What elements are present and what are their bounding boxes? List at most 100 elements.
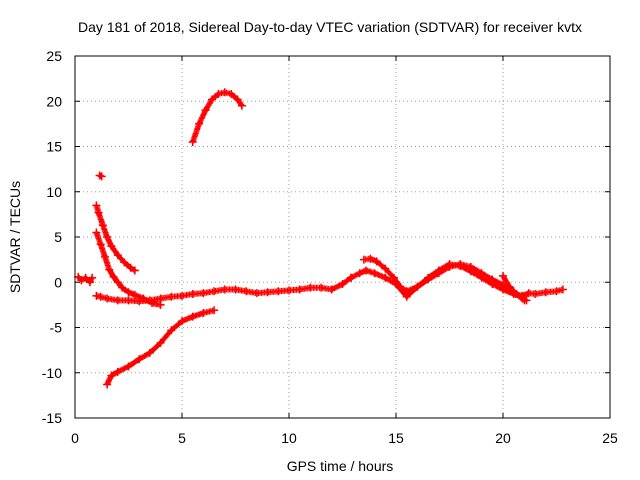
data-point bbox=[499, 285, 507, 294]
data-point bbox=[372, 257, 381, 266]
data-point bbox=[522, 296, 531, 305]
y-tick-label: -5 bbox=[50, 320, 63, 336]
data-point bbox=[135, 355, 144, 364]
data-point bbox=[381, 264, 390, 273]
data-point bbox=[370, 269, 379, 278]
data-point bbox=[113, 367, 122, 376]
data-point bbox=[113, 251, 122, 260]
data-point bbox=[109, 272, 118, 281]
data-point bbox=[107, 242, 116, 251]
data-point bbox=[295, 285, 304, 294]
data-point bbox=[188, 290, 197, 299]
marker-trace bbox=[189, 89, 245, 145]
data-point bbox=[434, 266, 443, 275]
data-point bbox=[445, 260, 454, 269]
data-point bbox=[524, 289, 533, 298]
data-series-arc-3 bbox=[92, 228, 165, 309]
data-point bbox=[362, 266, 371, 275]
data-point bbox=[413, 282, 422, 291]
data-point bbox=[199, 309, 208, 318]
data-point bbox=[237, 101, 246, 110]
data-point bbox=[210, 306, 219, 315]
data-point bbox=[124, 288, 133, 297]
data-point bbox=[242, 287, 251, 296]
y-tick-label: 10 bbox=[46, 184, 62, 200]
data-point bbox=[107, 371, 116, 380]
grid bbox=[75, 56, 610, 418]
x-tick-label: 15 bbox=[388, 430, 404, 446]
data-point bbox=[381, 273, 390, 282]
data-point bbox=[103, 294, 112, 303]
data-point bbox=[531, 290, 540, 299]
data-point bbox=[88, 273, 97, 282]
data-point bbox=[167, 326, 176, 335]
data-point bbox=[145, 348, 154, 357]
data-point bbox=[252, 289, 261, 298]
data-point bbox=[113, 296, 122, 305]
y-tick-label: -15 bbox=[42, 410, 62, 426]
data-points bbox=[74, 88, 567, 389]
data-point bbox=[178, 291, 186, 300]
chart-title: Day 181 of 2018, Sidereal Day-to-day VTE… bbox=[78, 19, 582, 35]
data-point bbox=[366, 254, 375, 263]
data-point bbox=[113, 278, 122, 287]
data-point bbox=[285, 286, 293, 295]
data-point bbox=[488, 280, 497, 289]
data-point bbox=[338, 280, 347, 289]
data-point bbox=[188, 137, 197, 146]
data-point bbox=[231, 285, 240, 294]
data-point bbox=[105, 265, 114, 274]
data-point bbox=[558, 285, 567, 294]
data-point bbox=[227, 90, 236, 99]
data-series-arc-7 bbox=[188, 88, 246, 146]
data-series-arc-2 bbox=[92, 273, 356, 306]
data-point bbox=[199, 289, 208, 298]
data-point bbox=[201, 106, 210, 115]
data-series-arc-10 bbox=[499, 271, 531, 305]
data-point bbox=[77, 276, 86, 285]
data-point bbox=[195, 119, 204, 128]
data-point bbox=[148, 299, 157, 308]
x-axis-label: GPS time / hours bbox=[287, 458, 394, 474]
x-tick-label: 10 bbox=[281, 430, 297, 446]
data-point bbox=[96, 240, 105, 249]
data-series-arc-1 bbox=[74, 272, 97, 287]
data-series-arc-5 bbox=[95, 171, 106, 181]
data-point bbox=[456, 261, 465, 270]
axis-ticks: 0 5 10 15 20 25 -15 -10 -5 0 5 10 15 20 25 bbox=[42, 48, 618, 446]
data-point bbox=[167, 292, 176, 301]
data-point bbox=[96, 292, 105, 301]
data-point bbox=[124, 296, 133, 305]
data-point bbox=[126, 263, 135, 272]
data-point bbox=[92, 228, 101, 237]
data-point bbox=[505, 282, 514, 291]
data-point bbox=[92, 201, 101, 210]
plot-frame bbox=[74, 55, 611, 419]
y-tick-label: 20 bbox=[46, 93, 62, 109]
data-point bbox=[518, 294, 527, 303]
data-point bbox=[130, 290, 139, 299]
x-tick-label: 25 bbox=[602, 430, 618, 446]
data-point bbox=[499, 271, 507, 280]
data-series-arc-4 bbox=[92, 201, 139, 275]
marker-trace bbox=[104, 307, 218, 388]
y-axis-label: SDTVAR / TECUs bbox=[7, 181, 23, 293]
data-point bbox=[477, 273, 486, 282]
data-point bbox=[511, 290, 520, 299]
data-point bbox=[233, 95, 242, 104]
data-point bbox=[220, 285, 229, 294]
data-point bbox=[263, 288, 272, 297]
data-point bbox=[274, 287, 283, 296]
data-point bbox=[306, 283, 315, 292]
data-point bbox=[188, 312, 197, 321]
data-point bbox=[118, 283, 127, 292]
data-point bbox=[220, 88, 229, 97]
data-point bbox=[100, 252, 109, 261]
y-tick-label: 25 bbox=[46, 48, 62, 64]
data-point bbox=[130, 266, 139, 275]
data-point bbox=[359, 255, 368, 264]
data-point bbox=[552, 287, 561, 296]
x-tick-label: 20 bbox=[495, 430, 511, 446]
data-point bbox=[541, 288, 550, 297]
